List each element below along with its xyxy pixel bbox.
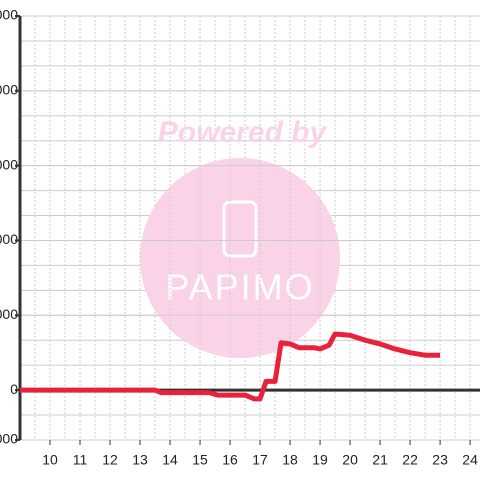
watermark-logo: PAPIMO xyxy=(165,267,314,308)
y-tick-label: 30,000 xyxy=(0,306,18,322)
x-tick-label: 18 xyxy=(282,452,298,468)
y-tick-label: -20,000 xyxy=(0,431,18,447)
y-tick-label: 120,000 xyxy=(0,82,18,98)
y-tick-label: 0 xyxy=(10,381,18,397)
x-tick-label: 24 xyxy=(462,452,478,468)
watermark-text: Powered by xyxy=(158,116,328,149)
watermark-icon xyxy=(222,200,258,258)
x-tick-label: 16 xyxy=(222,452,238,468)
y-tick-label: 150,000 xyxy=(0,7,18,23)
y-tick-label: 60,000 xyxy=(0,231,18,247)
x-tick-label: 19 xyxy=(312,452,328,468)
x-tick-label: 13 xyxy=(132,452,148,468)
x-tick-label: 10 xyxy=(42,452,58,468)
y-tick-label: 90,000 xyxy=(0,156,18,172)
x-tick-label: 21 xyxy=(372,452,388,468)
x-tick-label: 17 xyxy=(252,452,268,468)
x-tick-label: 11 xyxy=(73,452,88,468)
data-line xyxy=(20,331,441,402)
x-tick-label: 14 xyxy=(162,452,178,468)
x-tick-label: 15 xyxy=(192,452,208,468)
x-tick-label: 22 xyxy=(402,452,418,468)
x-tick-label: 12 xyxy=(102,452,118,468)
x-tick-label: 23 xyxy=(432,452,448,468)
x-tick-label: 20 xyxy=(342,452,358,468)
